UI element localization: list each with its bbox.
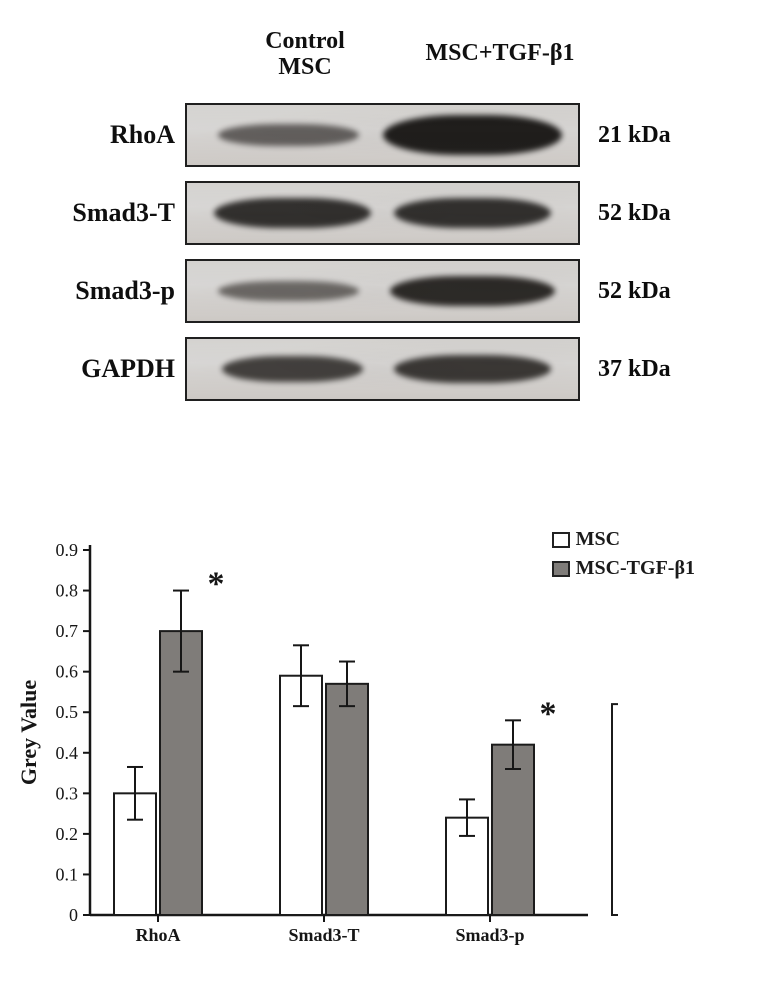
legend-swatch-msc-tgf (552, 561, 570, 577)
blot-lane (185, 259, 580, 323)
blot-column-headers: Control MSC MSC+TGF-β1 (240, 28, 590, 81)
svg-text:*: * (540, 695, 557, 732)
legend-label-msc: MSC (576, 528, 620, 551)
chart-legend: MSC MSC-TGF-β1 (552, 528, 695, 586)
figure-root: Control MSC MSC+TGF-β1 RhoA 21 kDa Smad3-T… (0, 0, 773, 1000)
legend-item-msc: MSC (552, 528, 695, 551)
blot-row-label: Smad3-T (30, 198, 185, 228)
svg-text:0.1: 0.1 (56, 864, 79, 884)
blot-kda-label: 52 kDa (580, 200, 700, 227)
blot-row: RhoA 21 kDa (30, 100, 743, 170)
blot-kda-label: 37 kDa (580, 356, 700, 383)
svg-text:RhoA: RhoA (135, 925, 180, 945)
col-header-treated: MSC+TGF-β1 (410, 28, 590, 81)
blot-kda-label: 21 kDa (580, 122, 700, 149)
blot-lane (185, 103, 580, 167)
blot-band (218, 124, 359, 146)
legend-label-msc-tgf: MSC-TGF-β1 (576, 557, 695, 580)
blot-row: GAPDH 37 kDa (30, 334, 743, 404)
svg-text:0.2: 0.2 (56, 824, 79, 844)
svg-text:0.4: 0.4 (56, 743, 79, 763)
blot-lane (185, 181, 580, 245)
svg-text:Smad3-T: Smad3-T (288, 925, 359, 945)
legend-item-msc-tgf: MSC-TGF-β1 (552, 557, 695, 580)
blot-row: Smad3-T 52 kDa (30, 178, 743, 248)
svg-text:Grey Value: Grey Value (18, 680, 41, 786)
blot-band (394, 355, 550, 383)
legend-swatch-msc (552, 532, 570, 548)
chart-svg: 0 0.1 0.2 0.3 0.4 0.5 0.6 0.7 0.8 0.9 Grey Value Rh… (18, 520, 618, 960)
blot-row: Smad3-p 52 kDa (30, 256, 743, 326)
blot-kda-label: 52 kDa (580, 278, 700, 305)
blot-row-label: RhoA (30, 120, 185, 150)
blot-row-label: GAPDH (30, 354, 185, 384)
blot-band (390, 276, 554, 306)
col-header-control: Control MSC (240, 28, 370, 81)
svg-text:Smad3-p: Smad3-p (455, 925, 524, 945)
blot-lane (185, 337, 580, 401)
svg-text:0.9: 0.9 (56, 540, 79, 560)
svg-text:0.3: 0.3 (56, 783, 79, 803)
col-header-treated-text: MSC+TGF-β1 (426, 40, 575, 66)
col-header-control-line1: Control MSC (265, 28, 345, 80)
svg-text:0.8: 0.8 (56, 581, 79, 601)
svg-text:*: * (208, 566, 225, 603)
blot-band (383, 115, 563, 155)
svg-text:0.7: 0.7 (56, 621, 79, 641)
blot-rows: RhoA 21 kDa Smad3-T 52 kDa Smad3-p 52 kDa GAPD… (30, 100, 743, 412)
svg-text:0: 0 (69, 905, 78, 925)
blot-band (394, 198, 550, 228)
svg-text:0.5: 0.5 (56, 702, 79, 722)
blot-band (222, 356, 363, 382)
bar-chart: 0 0.1 0.2 0.3 0.4 0.5 0.6 0.7 0.8 0.9 Grey Value Rh… (18, 520, 755, 980)
blot-band (214, 198, 370, 228)
blot-band (218, 281, 359, 301)
blot-row-label: Smad3-p (30, 276, 185, 306)
svg-text:0.6: 0.6 (56, 662, 79, 682)
